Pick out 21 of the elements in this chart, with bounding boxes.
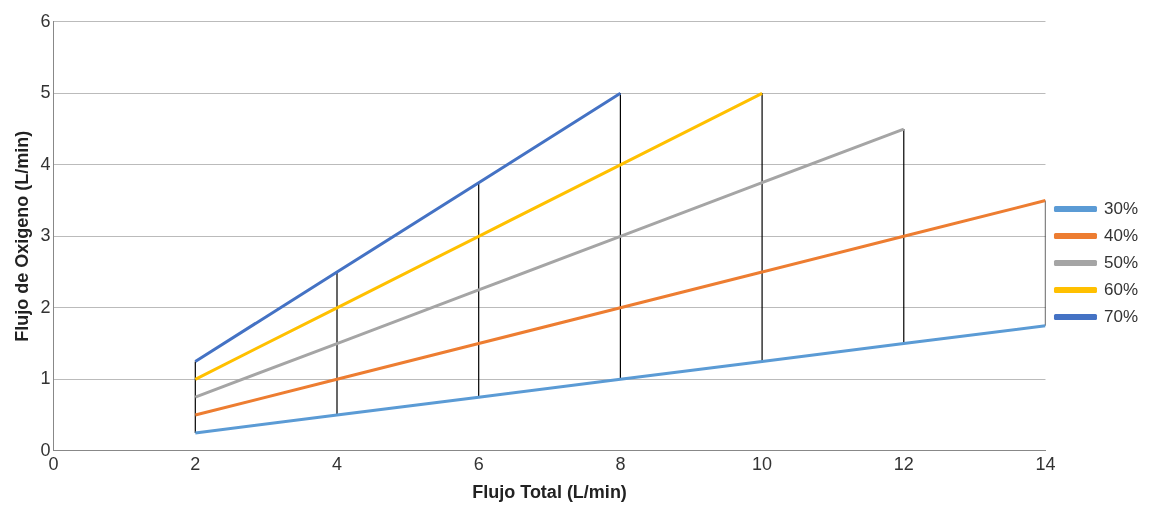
x-tick-label: 2 — [190, 453, 201, 474]
legend-label: 70% — [1103, 306, 1139, 326]
legend-label: 50% — [1103, 252, 1139, 272]
legend-label: 30% — [1103, 198, 1139, 218]
x-axis-title: Flujo Total (L/min) — [472, 482, 627, 503]
x-tick-label: 12 — [893, 453, 914, 474]
x-tick-label: 14 — [1035, 453, 1056, 474]
x-tick-label: 10 — [752, 453, 773, 474]
y-tick-label: 2 — [40, 296, 51, 317]
y-tick-label: 6 — [40, 10, 51, 31]
legend-label: 60% — [1103, 279, 1139, 299]
y-axis-title: Flujo de Oxigeno (L/min) — [11, 130, 32, 342]
y-tick-label: 5 — [40, 82, 51, 103]
x-tick-label: 4 — [331, 453, 343, 474]
y-tick-label: 4 — [40, 153, 51, 174]
x-tick-label: 8 — [615, 453, 626, 474]
y-tick-label: 1 — [40, 368, 51, 389]
legend-label: 40% — [1103, 225, 1139, 245]
y-tick-label: 0 — [40, 439, 51, 460]
x-tick-label: 6 — [473, 453, 484, 474]
y-tick-label: 3 — [40, 225, 51, 246]
